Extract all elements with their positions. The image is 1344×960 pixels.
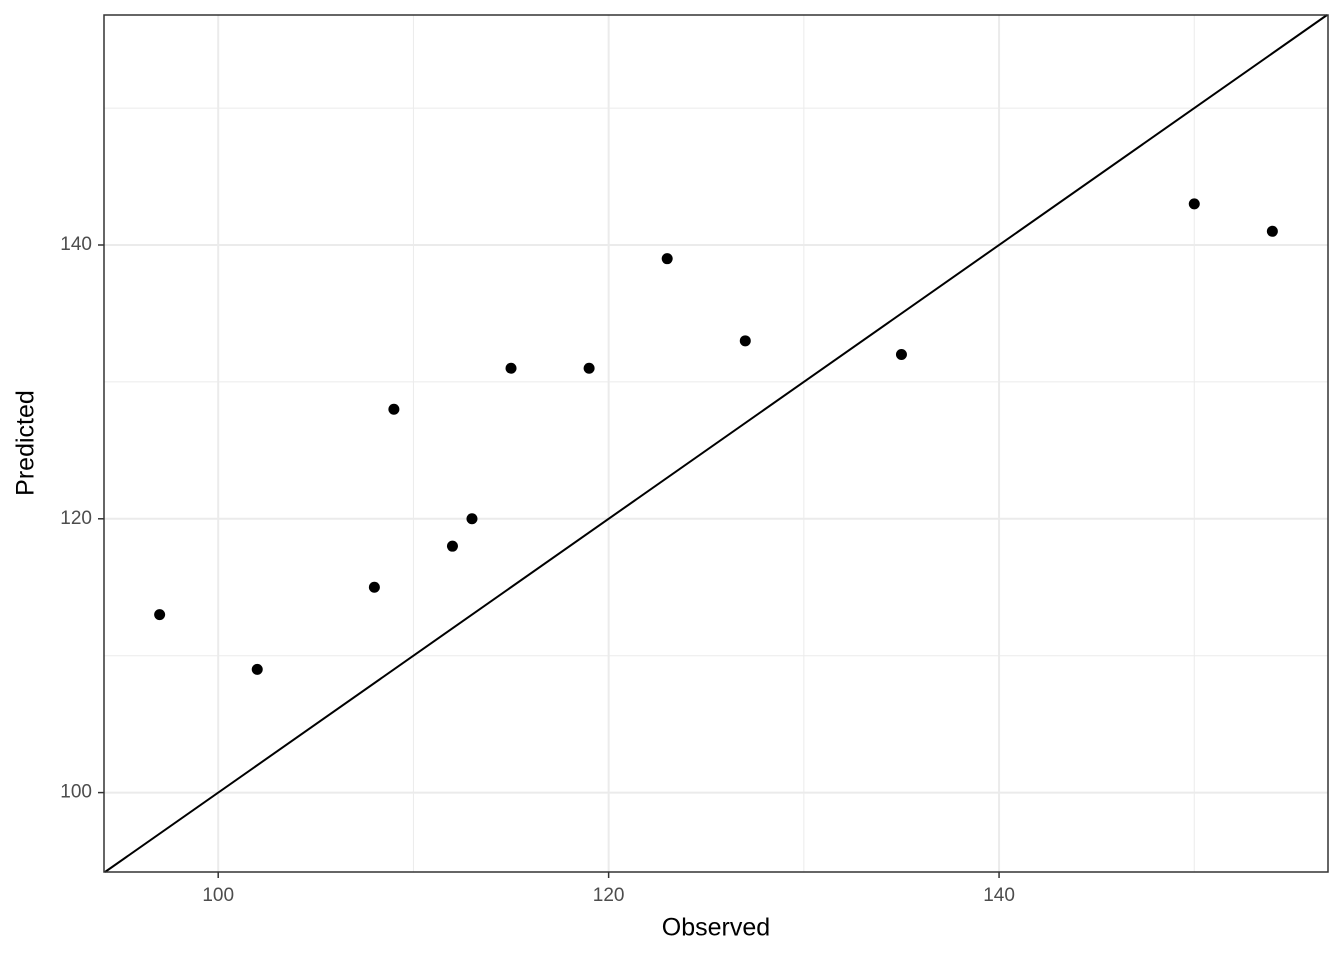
x-tick-label: 120 — [593, 885, 625, 906]
point — [251, 663, 263, 675]
point — [583, 362, 595, 374]
point — [368, 581, 380, 593]
y-tick-label: 120 — [60, 508, 92, 529]
point — [446, 540, 458, 552]
point — [1266, 225, 1278, 237]
point — [154, 609, 166, 621]
plot-area: 100 120 140 100 120 140 — [60, 14, 1329, 906]
x-axis-title: Observed — [662, 914, 770, 942]
point — [1188, 198, 1200, 210]
point — [661, 253, 673, 265]
point — [466, 513, 478, 525]
point — [895, 349, 907, 361]
y-tick-label: 100 — [60, 782, 92, 803]
point — [388, 403, 400, 415]
x-tick-label: 100 — [202, 885, 234, 906]
panel-border — [103, 14, 1329, 873]
x-tick-label: 140 — [983, 885, 1015, 906]
y-tick-label: 140 — [60, 234, 92, 255]
identity-line — [104, 14, 1328, 873]
point — [505, 362, 517, 374]
point — [739, 335, 751, 347]
y-axis-title: Predicted — [12, 390, 40, 496]
